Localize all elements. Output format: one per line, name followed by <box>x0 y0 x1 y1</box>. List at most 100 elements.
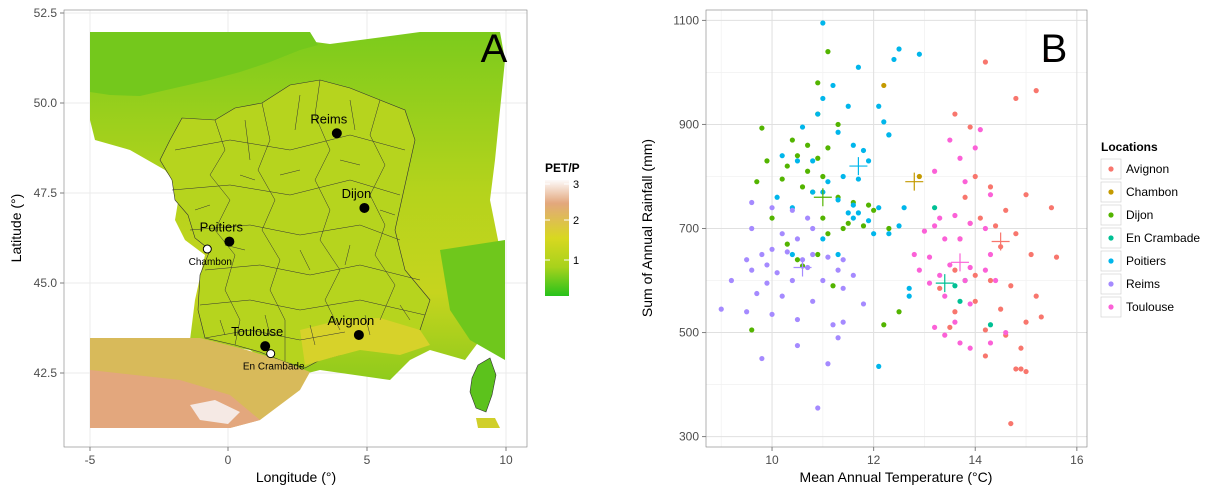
map-y-tick: 45.0 <box>34 276 58 290</box>
point-poitiers <box>855 176 862 182</box>
point-poitiers <box>881 119 887 125</box>
point-poitiers <box>840 173 846 180</box>
point-avignon <box>952 309 958 315</box>
point-toulouse <box>957 236 963 242</box>
point-reims <box>769 205 775 211</box>
y-tick-label: 300 <box>679 430 699 444</box>
point-poitiers <box>855 210 862 216</box>
legend-label: Poitiers <box>1126 254 1166 268</box>
point-poitiers <box>906 293 912 299</box>
legend-swatch-en-crambade <box>1108 235 1114 241</box>
point-avignon <box>1003 207 1009 213</box>
point-reims <box>850 272 856 278</box>
point-toulouse <box>916 267 922 273</box>
point-avignon <box>987 277 994 284</box>
city-label: Avignon <box>328 313 375 328</box>
point-dijon <box>769 215 775 221</box>
legend-label: Chambon <box>1126 185 1178 199</box>
mean-marker-reims <box>793 258 812 277</box>
legend-label: Reims <box>1126 277 1160 291</box>
point-reims <box>835 335 841 341</box>
point-reims <box>774 270 780 276</box>
point-toulouse <box>942 236 948 242</box>
point-reims <box>749 199 755 206</box>
point-avignon <box>1008 283 1014 289</box>
point-poitiers <box>820 236 826 242</box>
legend-label: Avignon <box>1126 162 1169 176</box>
pet-legend-tick: 3 <box>573 179 579 191</box>
point-poitiers <box>810 158 816 164</box>
point-poitiers <box>850 215 856 221</box>
point-toulouse <box>957 340 963 346</box>
point-reims <box>835 267 841 273</box>
point-poitiers <box>876 103 882 109</box>
point-reims <box>784 249 790 255</box>
point-toulouse <box>921 228 928 234</box>
point-reims <box>779 231 785 237</box>
point-toulouse <box>987 192 994 198</box>
point-toulouse <box>947 262 953 268</box>
point-reims <box>825 361 831 367</box>
point-dijon <box>820 173 826 180</box>
y-tick-label: 900 <box>679 117 699 131</box>
point-dijon <box>860 223 867 229</box>
point-avignon <box>998 306 1004 312</box>
point-avignon <box>1013 231 1019 237</box>
point-avignon <box>1043 56 1049 63</box>
map-x-tick: 5 <box>364 453 371 467</box>
point-poitiers <box>850 142 856 148</box>
point-dijon <box>789 137 795 143</box>
point-toulouse <box>926 280 933 286</box>
point-poitiers <box>896 223 902 229</box>
map-y-axis: 42.5 45.0 47.5 50.0 52.5 <box>34 6 64 380</box>
point-poitiers <box>810 189 816 195</box>
point-poitiers <box>820 20 826 26</box>
point-en-crambade <box>987 322 994 328</box>
point-avignon <box>987 184 994 190</box>
point-dijon <box>820 215 826 221</box>
point-reims <box>810 251 816 258</box>
point-avignon <box>1028 251 1034 258</box>
y-tick-label: 500 <box>679 326 699 340</box>
point-poitiers <box>830 82 836 89</box>
point-avignon <box>977 215 983 221</box>
point-avignon <box>972 173 978 180</box>
point-toulouse <box>926 254 933 260</box>
point-reims <box>744 309 750 315</box>
point-poitiers <box>794 158 801 164</box>
point-avignon <box>1013 366 1019 372</box>
point-reims <box>789 207 795 213</box>
point-toulouse <box>952 319 958 325</box>
pet-legend-tick: 1 <box>573 255 579 267</box>
point-toulouse <box>962 277 968 284</box>
legend-swatch-chambon <box>1108 189 1114 195</box>
point-poitiers <box>891 56 897 63</box>
point-toulouse <box>962 179 968 185</box>
map-y-tick: 42.5 <box>34 366 58 380</box>
city-label: Toulouse <box>231 324 283 339</box>
point-poitiers <box>825 179 831 185</box>
point-en-crambade <box>952 283 958 289</box>
point-dijon <box>830 283 836 289</box>
scatter-points <box>718 20 1060 427</box>
point-dijon <box>759 125 765 131</box>
map-x-axis: -5 0 5 10 <box>85 447 513 467</box>
point-en-crambade <box>957 298 963 304</box>
point-poitiers <box>896 46 902 52</box>
legend-label: Dijon <box>1126 208 1153 222</box>
point-reims <box>794 236 801 242</box>
point-avignon <box>952 267 958 273</box>
point-avignon <box>1038 314 1044 320</box>
point-reims <box>815 405 821 411</box>
point-avignon <box>982 353 989 359</box>
point-reims <box>840 285 846 291</box>
point-avignon <box>982 59 989 65</box>
city-marker-en-crambade <box>266 349 276 359</box>
point-poitiers <box>906 285 912 291</box>
point-toulouse <box>932 324 938 330</box>
point-dijon <box>794 153 801 159</box>
point-avignon <box>992 223 999 229</box>
point-dijon <box>815 251 821 258</box>
point-reims <box>769 311 775 317</box>
point-avignon <box>952 111 958 117</box>
